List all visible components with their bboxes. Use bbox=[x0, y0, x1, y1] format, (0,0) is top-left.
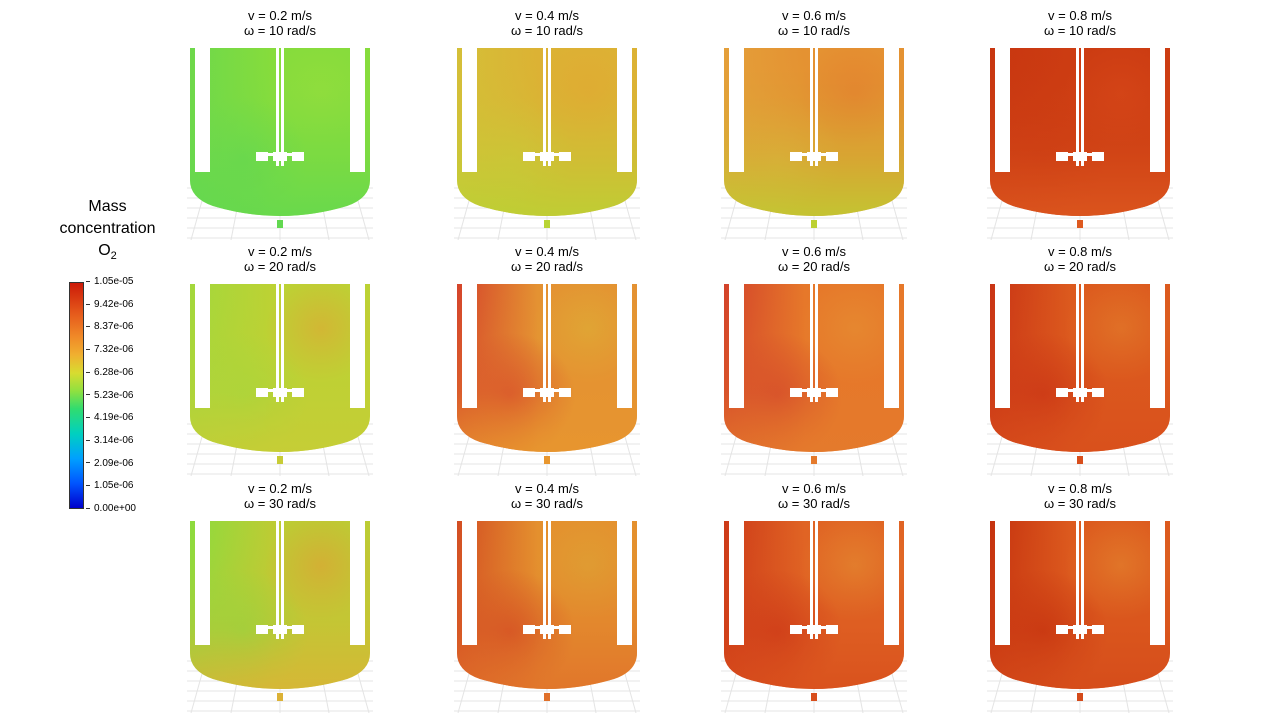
panel-label: v = 0.8 m/s ω = 30 rad/s bbox=[967, 481, 1193, 511]
simulation-panel: v = 0.4 m/s ω = 20 rad/s bbox=[454, 244, 640, 476]
velocity-label: v = 0.4 m/s bbox=[515, 8, 579, 23]
colorbar-ticks: 1.05e-05 9.42e-06 8.37e-06 7.32e-06 6.28e-06… bbox=[86, 277, 156, 514]
simulation-panel: v = 0.2 m/s ω = 30 rad/s bbox=[187, 481, 373, 713]
angular-velocity-label: ω = 20 rad/s bbox=[778, 259, 850, 274]
colorbar-tick-label: 5.23e-06 bbox=[86, 390, 133, 401]
simulation-panel: v = 0.4 m/s ω = 10 rad/s bbox=[454, 8, 640, 240]
angular-velocity-label: ω = 30 rad/s bbox=[778, 496, 850, 511]
velocity-label: v = 0.8 m/s bbox=[1048, 244, 1112, 259]
angular-velocity-label: ω = 10 rad/s bbox=[244, 23, 316, 38]
legend-title-species: O2 bbox=[98, 242, 117, 263]
panel-label: v = 0.8 m/s ω = 10 rad/s bbox=[967, 8, 1193, 38]
reactor-tank bbox=[187, 284, 373, 476]
simulation-panel: v = 0.8 m/s ω = 20 rad/s bbox=[987, 244, 1173, 476]
reactor-tank bbox=[721, 521, 907, 713]
colorbar bbox=[69, 282, 84, 509]
simulation-panel: v = 0.6 m/s ω = 10 rad/s bbox=[721, 8, 907, 240]
panel-label: v = 0.2 m/s ω = 10 rad/s bbox=[167, 8, 393, 38]
simulation-panel: v = 0.6 m/s ω = 20 rad/s bbox=[721, 244, 907, 476]
colorbar-tick-label: 6.28e-06 bbox=[86, 367, 133, 378]
reactor-tank bbox=[454, 284, 640, 476]
colorbar-tick-label: 2.09e-06 bbox=[86, 458, 133, 469]
velocity-label: v = 0.8 m/s bbox=[1048, 8, 1112, 23]
simulation-panel: v = 0.6 m/s ω = 30 rad/s bbox=[721, 481, 907, 713]
angular-velocity-label: ω = 20 rad/s bbox=[1044, 259, 1116, 274]
panel-label: v = 0.4 m/s ω = 10 rad/s bbox=[434, 8, 660, 38]
reactor-tank bbox=[987, 48, 1173, 240]
colorbar-tick-label: 1.05e-05 bbox=[86, 277, 133, 287]
simulation-panel: v = 0.2 m/s ω = 10 rad/s bbox=[187, 8, 373, 240]
angular-velocity-label: ω = 20 rad/s bbox=[244, 259, 316, 274]
panel-label: v = 0.4 m/s ω = 30 rad/s bbox=[434, 481, 660, 511]
angular-velocity-label: ω = 10 rad/s bbox=[778, 23, 850, 38]
reactor-tank bbox=[187, 521, 373, 713]
panel-label: v = 0.4 m/s ω = 20 rad/s bbox=[434, 244, 660, 274]
legend-title-line1: Mass bbox=[88, 198, 127, 215]
velocity-label: v = 0.8 m/s bbox=[1048, 481, 1112, 496]
angular-velocity-label: ω = 20 rad/s bbox=[511, 259, 583, 274]
reactor-tank bbox=[987, 284, 1173, 476]
colorbar-tick-label: 0.00e+00 bbox=[86, 504, 136, 514]
legend-title-line2: concentration bbox=[59, 220, 156, 237]
velocity-label: v = 0.2 m/s bbox=[248, 8, 312, 23]
legend-title: Mass concentration O2 bbox=[40, 196, 175, 267]
velocity-label: v = 0.4 m/s bbox=[515, 244, 579, 259]
panel-label: v = 0.6 m/s ω = 10 rad/s bbox=[701, 8, 927, 38]
angular-velocity-label: ω = 30 rad/s bbox=[244, 496, 316, 511]
colorbar-tick-label: 7.32e-06 bbox=[86, 345, 133, 355]
simulation-panel: v = 0.8 m/s ω = 10 rad/s bbox=[987, 8, 1173, 240]
colorbar-tick-label: 9.42e-06 bbox=[86, 299, 133, 310]
simulation-panel: v = 0.8 m/s ω = 30 rad/s bbox=[987, 481, 1173, 713]
panel-label: v = 0.6 m/s ω = 20 rad/s bbox=[701, 244, 927, 274]
velocity-label: v = 0.6 m/s bbox=[782, 244, 846, 259]
reactor-tank bbox=[721, 284, 907, 476]
velocity-label: v = 0.2 m/s bbox=[248, 481, 312, 496]
colorbar-tick-label: 8.37e-06 bbox=[86, 322, 133, 332]
reactor-tank bbox=[187, 48, 373, 240]
velocity-label: v = 0.6 m/s bbox=[782, 481, 846, 496]
colorbar-tick-label: 4.19e-06 bbox=[86, 413, 133, 423]
velocity-label: v = 0.2 m/s bbox=[248, 244, 312, 259]
reactor-tank bbox=[987, 521, 1173, 713]
simulation-panel: v = 0.2 m/s ω = 20 rad/s bbox=[187, 244, 373, 476]
simulation-panel: v = 0.4 m/s ω = 30 rad/s bbox=[454, 481, 640, 713]
reactor-tank bbox=[454, 521, 640, 713]
colorbar-tick-label: 1.05e-06 bbox=[86, 481, 133, 491]
angular-velocity-label: ω = 30 rad/s bbox=[1044, 496, 1116, 511]
reactor-tank bbox=[454, 48, 640, 240]
panel-label: v = 0.6 m/s ω = 30 rad/s bbox=[701, 481, 927, 511]
angular-velocity-label: ω = 10 rad/s bbox=[1044, 23, 1116, 38]
panel-label: v = 0.2 m/s ω = 20 rad/s bbox=[167, 244, 393, 274]
reactor-tank bbox=[721, 48, 907, 240]
velocity-label: v = 0.6 m/s bbox=[782, 8, 846, 23]
angular-velocity-label: ω = 10 rad/s bbox=[511, 23, 583, 38]
velocity-label: v = 0.4 m/s bbox=[515, 481, 579, 496]
colorbar-tick-label: 3.14e-06 bbox=[86, 435, 133, 446]
panel-label: v = 0.2 m/s ω = 30 rad/s bbox=[167, 481, 393, 511]
panel-label: v = 0.8 m/s ω = 20 rad/s bbox=[967, 244, 1193, 274]
angular-velocity-label: ω = 30 rad/s bbox=[511, 496, 583, 511]
